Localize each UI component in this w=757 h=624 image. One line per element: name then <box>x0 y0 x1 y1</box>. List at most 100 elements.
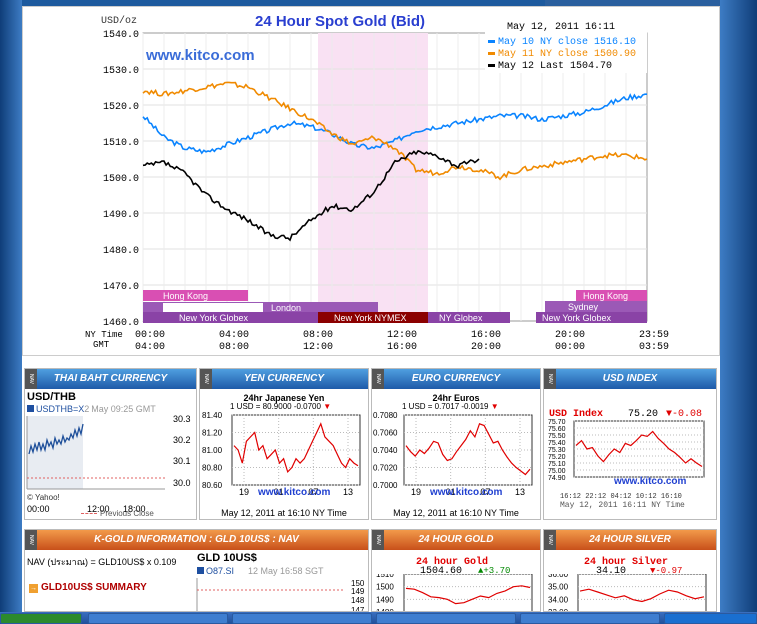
thai-baht-title: USD/THB <box>27 391 76 403</box>
taskbar-item-2[interactable] <box>232 613 372 624</box>
y-tick: 35.00 <box>548 583 569 592</box>
ny-time-tick: 16:00 <box>471 330 501 341</box>
down-arrow-icon: ▼ <box>650 566 656 576</box>
gmt-label: GMT <box>93 340 110 350</box>
gmt-tick: 16:00 <box>387 342 417 353</box>
taskbar-item-1[interactable] <box>88 613 228 624</box>
ticker-square-icon <box>27 405 34 412</box>
kgold-ytick-0: 150 <box>351 579 365 588</box>
yen-quote: 1 USD = 80.9000 -0.0700 ▼ <box>230 402 331 411</box>
usd-index-value: 75.20 <box>628 409 659 420</box>
x-tick: 13 <box>343 487 353 496</box>
session-gap <box>163 303 263 312</box>
series-line-1 <box>142 81 648 181</box>
right-page-background <box>720 0 757 612</box>
thai-baht-ytick-2: 30.1 <box>173 456 191 466</box>
y-tick: 75.70 <box>548 419 566 426</box>
ny-time-label: NY Time <box>85 330 123 340</box>
gmt-tick: 04:00 <box>135 342 165 353</box>
usd-index-chart: 75.7075.6075.5075.4075.3075.2075.1075.00… <box>548 419 705 482</box>
yen-panel: YEN CURRENCY NAV 24hr Japanese Yen 1 USD… <box>199 368 369 520</box>
usd-index-watermark: www.kitco.com <box>614 476 687 487</box>
x-tick: 07 <box>308 487 318 496</box>
series-line <box>575 430 703 468</box>
kgold-summary-link[interactable]: → GLD10US$ SUMMARY <box>29 582 147 593</box>
y-tick-label: 1460.0 <box>103 318 139 329</box>
yen-tab[interactable]: NAV <box>200 369 212 389</box>
gold24-plot: 1510 1500 1490 1480 <box>376 574 533 611</box>
session-hong-kong2-bar <box>576 290 647 301</box>
session-ny-globex2-bar <box>428 312 510 323</box>
usd-index-xtick-1: 22:12 <box>585 493 607 501</box>
silver24-title: 24 hour Silver <box>584 557 669 568</box>
gold24-change: +3.70 <box>483 566 511 576</box>
y-tick: 0.7080 <box>373 411 398 420</box>
usd-index-change: -0.08 <box>672 409 703 420</box>
kgold-tab[interactable]: NAV <box>25 530 37 550</box>
kgold-panel: K-GOLD INFORMATION : GLD 10US$ : NAV NAV… <box>24 529 369 612</box>
silver24-header: 24 HOUR SILVER <box>544 530 716 550</box>
series-line <box>405 585 531 605</box>
y-tick-label: 1510.0 <box>103 138 139 149</box>
legend-may10: May 10 NY close 1516.10 <box>498 36 636 48</box>
series-line-2 <box>142 149 480 242</box>
series-lines <box>142 81 648 242</box>
taskbar-item-3[interactable] <box>376 613 516 624</box>
gold24-change-row: ▲+3.70 <box>478 566 510 576</box>
euro-tab[interactable]: NAV <box>372 369 384 389</box>
x-tick: 19 <box>411 487 421 496</box>
thai-baht-ticker-row: USDTHB=X2 May 09:25 GMT <box>27 404 156 414</box>
dashed-line-icon <box>81 513 97 515</box>
y-tick: 34.00 <box>548 595 569 604</box>
usd-index-title: USD Index <box>549 409 604 420</box>
taskbar-item-4[interactable] <box>520 613 660 624</box>
kgold-ticker-row: O87.SI 12 May 16:58 SGT <box>197 566 324 576</box>
gmt-tick: 03:59 <box>639 342 669 353</box>
y-tick-label: 1530.0 <box>103 66 139 77</box>
kgold-chart: 150 149 148 147 <box>196 578 365 612</box>
usd-index-xtick-2: 04:12 <box>610 493 632 501</box>
session-nymex-bar <box>318 312 428 323</box>
yen-chart: 81.40 81.20 81.00 80.80 80.60 19 01 07 13 <box>202 411 361 496</box>
y-tick: 1500 <box>376 583 394 592</box>
usd-index-xtick-0: 16:12 <box>560 493 582 501</box>
main-gold-chart: 1540.0 1530.0 1520.0 1510.0 1500.0 1490.0 1480… <box>85 13 669 353</box>
thai-baht-ticker[interactable]: USDTHB=X <box>36 404 85 414</box>
kgold-ticker[interactable]: O87.SI <box>206 566 235 576</box>
up-arrow-icon: ▲ <box>478 566 484 576</box>
y-tick: 75.10 <box>548 461 566 468</box>
y-tick-label: 1470.0 <box>103 282 139 293</box>
system-tray[interactable] <box>664 613 757 624</box>
taskbar <box>0 612 757 624</box>
thai-baht-ticker-num: 2 <box>84 404 90 414</box>
kgold-ytick-3: 147 <box>351 606 365 612</box>
kgold-summary-label: GLD10US$ SUMMARY <box>41 582 147 593</box>
y-tick: 75.40 <box>548 440 566 447</box>
legend-swatch-may10 <box>488 40 495 43</box>
silver24-tab[interactable]: NAV <box>544 530 556 550</box>
start-button[interactable] <box>0 613 82 624</box>
yen-footer: May 12, 2011 at 16:10 NY Time <box>221 508 347 518</box>
euro-watermark: www.kitco.com <box>430 487 503 498</box>
y-tick: 75.60 <box>548 426 566 433</box>
y-tick: 80.80 <box>202 464 223 473</box>
gold24-tab[interactable]: NAV <box>372 530 384 550</box>
y-tick: 74.90 <box>548 475 566 482</box>
chart-datetime: May 12, 2011 16:11 <box>507 22 615 33</box>
y-tick: 81.40 <box>202 411 223 420</box>
x-tick: 01 <box>446 487 456 496</box>
ny-time-tick: 00:00 <box>135 330 165 341</box>
session-ny-globex2: NY Globex <box>439 313 483 323</box>
kgold-nav-line: NAV (ประมาณ) = GLD10US$ x 0.109 <box>27 557 177 567</box>
thai-baht-ytick-1: 30.2 <box>173 435 191 445</box>
thai-baht-tab[interactable]: NAV <box>25 369 37 389</box>
x-tick: 07 <box>480 487 490 496</box>
x-tick: 13 <box>515 487 525 496</box>
thai-baht-ytick-3: 30.0 <box>173 478 191 488</box>
usd-index-tab[interactable]: NAV <box>544 369 556 389</box>
y-tick: 0.7000 <box>373 481 398 490</box>
y-tick: 81.20 <box>202 429 223 438</box>
y-tick-label: 1540.0 <box>103 30 139 41</box>
thai-baht-credit: © Yahoo! <box>27 493 60 502</box>
gold24-price: 1504.60 <box>420 566 463 577</box>
